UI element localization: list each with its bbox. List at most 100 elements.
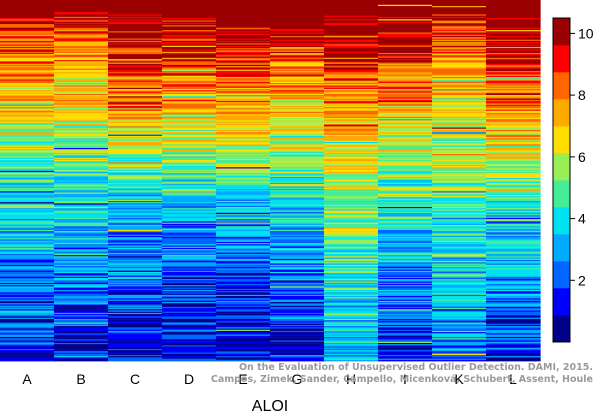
- heatmap-cell: [54, 335, 109, 338]
- heatmap-cell: [54, 217, 109, 220]
- heatmap-cell: [108, 81, 163, 84]
- heatmap-cell: [216, 1, 271, 3]
- heatmap-cell: [162, 72, 217, 74]
- heatmap-cell: [486, 151, 541, 154]
- heatmap-cell: [108, 55, 163, 57]
- heatmap-cell: [486, 316, 541, 319]
- heatmap-cell: [324, 135, 379, 138]
- heatmap-cell: [486, 302, 541, 304]
- heatmap-cell: [270, 180, 325, 183]
- heatmap-cell: [216, 300, 271, 303]
- heatmap-cell: [216, 91, 271, 94]
- heatmap-cell: [378, 305, 433, 308]
- heatmap-cell: [432, 320, 487, 322]
- heatmap-cell: [378, 58, 433, 61]
- heatmap-cell: [486, 140, 541, 143]
- heatmap-cell: [432, 138, 487, 140]
- heatmap-cell: [270, 19, 325, 21]
- heatmap-cell: [108, 350, 163, 352]
- heatmap-cell: [216, 231, 271, 233]
- heatmap-cell: [378, 16, 433, 19]
- heatmap-cell: [108, 109, 163, 112]
- heatmap-cell: [324, 297, 379, 299]
- heatmap-cell: [54, 46, 109, 49]
- heatmap-cell: [0, 247, 55, 250]
- heatmap-cell: [108, 341, 163, 344]
- heatmap-cell: [162, 170, 217, 173]
- heatmap-cell: [378, 156, 433, 159]
- heatmap-cell: [486, 3, 541, 6]
- heatmap-cell: [162, 103, 217, 106]
- heatmap-cell: [324, 287, 379, 290]
- heatmap-cell: [162, 255, 217, 257]
- heatmap-cell: [486, 131, 541, 133]
- heatmap-cell: [108, 141, 163, 144]
- heatmap-cell: [432, 209, 487, 211]
- heatmap-cell: [324, 220, 379, 222]
- heatmap-cell: [270, 209, 325, 211]
- heatmap-cell: [0, 138, 55, 140]
- heatmap-cell: [216, 89, 271, 91]
- heatmap-cell: [270, 285, 325, 287]
- heatmap-cell: [216, 115, 271, 118]
- heatmap-cell: [108, 269, 163, 272]
- heatmap-cell: [378, 111, 433, 114]
- heatmap-cell: [432, 340, 487, 343]
- heatmap-cell: [216, 66, 271, 68]
- heatmap-cell: [162, 143, 217, 145]
- heatmap-cell: [378, 181, 433, 184]
- heatmap-cell: [54, 19, 109, 21]
- heatmap-cell: [432, 357, 487, 359]
- heatmap-cell: [486, 49, 541, 51]
- heatmap-cell: [270, 87, 325, 90]
- heatmap-cell: [108, 79, 163, 82]
- heatmap-cell: [108, 231, 163, 233]
- heatmap-cell: [486, 210, 541, 213]
- heatmap-cell: [486, 113, 541, 115]
- heatmap-cell: [0, 182, 55, 185]
- heatmap-cell: [216, 117, 271, 120]
- heatmap-cell: [270, 257, 325, 260]
- heatmap-cell: [54, 20, 109, 23]
- heatmap-cell: [108, 131, 163, 133]
- heatmap-cell: [432, 152, 487, 155]
- heatmap-cell: [270, 181, 325, 184]
- heatmap-cell: [432, 140, 487, 143]
- heatmap-cell: [0, 259, 55, 262]
- heatmap-cell: [378, 198, 433, 201]
- heatmap-cell: [108, 10, 163, 13]
- heatmap-cell: [216, 226, 271, 228]
- heatmap-cell: [0, 20, 55, 23]
- heatmap-cell: [324, 84, 379, 86]
- heatmap-cell: [108, 99, 163, 102]
- heatmap-cell: [108, 296, 163, 298]
- heatmap-cell: [432, 302, 487, 304]
- heatmap-cell: [270, 216, 325, 219]
- heatmap-cell: [378, 8, 433, 11]
- heatmap-cell: [270, 169, 325, 172]
- heatmap-cell: [324, 226, 379, 228]
- heatmap-cell: [432, 345, 487, 347]
- heatmap-cell: [486, 104, 541, 107]
- heatmap-cell: [162, 113, 217, 115]
- heatmap-cell: [432, 245, 487, 248]
- heatmap-cell: [486, 208, 541, 210]
- heatmap-cell: [270, 46, 325, 49]
- heatmap-cell: [324, 60, 379, 62]
- heatmap-cell: [0, 251, 55, 254]
- heatmap-cell: [108, 26, 163, 29]
- heatmap-cell: [486, 150, 541, 153]
- heatmap-cell: [162, 253, 217, 256]
- heatmap-cell: [108, 120, 163, 122]
- heatmap-cell: [324, 232, 379, 234]
- heatmap-cell: [486, 95, 541, 97]
- heatmap-cell: [108, 196, 163, 198]
- heatmap-cell: [162, 151, 217, 154]
- heatmap-cell: [108, 57, 163, 60]
- heatmap-cell: [378, 143, 433, 145]
- colorbar-segment: [553, 234, 570, 262]
- heatmap-cell: [378, 238, 433, 240]
- heatmap-cell: [378, 104, 433, 107]
- heatmap-cell: [216, 282, 271, 285]
